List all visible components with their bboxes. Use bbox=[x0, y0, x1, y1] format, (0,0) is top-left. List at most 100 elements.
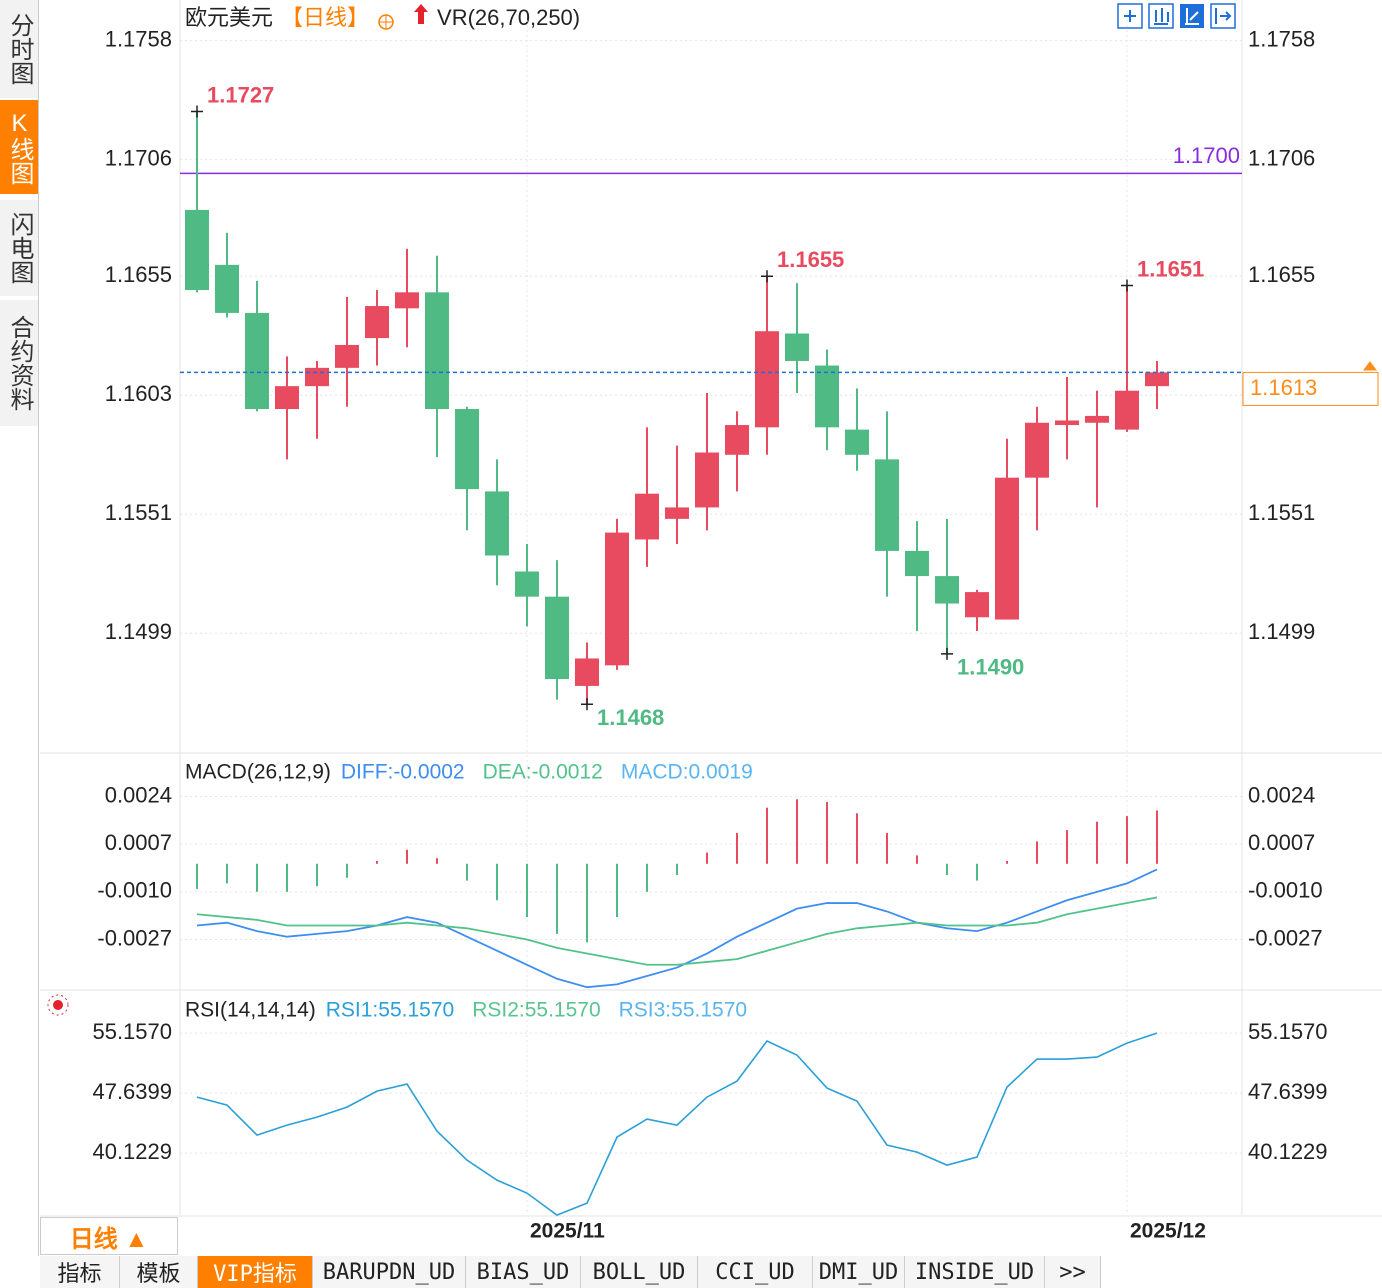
chart-indicator: VR(26,70,250) bbox=[437, 5, 580, 30]
candle-body bbox=[875, 459, 899, 551]
macd-bar bbox=[316, 863, 318, 887]
y-tick-label: -0.0027 bbox=[97, 925, 172, 950]
macd-bar bbox=[796, 799, 798, 864]
indicator-tab[interactable]: BARUPDN_UD bbox=[313, 1256, 466, 1288]
indicator-tab[interactable]: CCI_UD bbox=[698, 1256, 813, 1288]
macd-bar bbox=[706, 852, 708, 864]
candle-body bbox=[575, 658, 599, 686]
sidebar-tab[interactable]: 合约资料 bbox=[0, 300, 38, 428]
macd-bar bbox=[376, 860, 378, 864]
candle-body bbox=[1085, 415, 1109, 423]
macd-bar bbox=[1036, 841, 1038, 864]
y-tick-label-right: 0.0024 bbox=[1248, 782, 1315, 807]
candle-body bbox=[665, 507, 689, 519]
y-tick-label: 1.1655 bbox=[105, 262, 172, 287]
indicator-tab[interactable]: BOLL_UD bbox=[581, 1256, 698, 1288]
indicator-tab[interactable]: DMI_UD bbox=[813, 1256, 905, 1288]
candle-body bbox=[275, 386, 299, 410]
candle-body bbox=[815, 365, 839, 428]
candle-body bbox=[845, 429, 869, 455]
macd-bar bbox=[616, 863, 618, 918]
indicator-tabs: 指标 模板 VIP指标 BARUPDN_UD BIAS_UD BOLL_UD CCI_UD D… bbox=[40, 1256, 1101, 1288]
candle-body bbox=[185, 209, 209, 291]
indicator-tab[interactable]: INSIDE_UD bbox=[905, 1256, 1045, 1288]
toolbar-icons[interactable] bbox=[1117, 3, 1236, 29]
candle-body bbox=[785, 333, 809, 361]
last-price-label: 1.1613 bbox=[1250, 375, 1317, 400]
extreme-label: 1.1651 bbox=[1137, 256, 1204, 281]
rsi-line bbox=[196, 1032, 1158, 1217]
y-tick-label: 0.0024 bbox=[105, 782, 172, 807]
legend-entry: RSI3:55.1570 bbox=[619, 999, 747, 1022]
candle-body bbox=[215, 264, 239, 313]
y-tick-label-right: -0.0027 bbox=[1248, 925, 1323, 950]
macd-bar bbox=[286, 863, 288, 892]
candle-body bbox=[905, 550, 929, 577]
candle-body bbox=[1055, 420, 1079, 426]
indicator-tab[interactable]: 模板 bbox=[120, 1256, 198, 1288]
candle-body bbox=[965, 592, 989, 618]
title-icons bbox=[378, 4, 428, 30]
extreme-marker bbox=[191, 105, 203, 118]
y-tick-label-right: 1.1706 bbox=[1248, 145, 1315, 170]
macd-bar bbox=[1096, 821, 1098, 864]
macd-bar bbox=[496, 863, 498, 901]
candle-body bbox=[635, 493, 659, 540]
candle-body bbox=[545, 596, 569, 680]
macd-bar bbox=[406, 849, 408, 864]
indicator-tab[interactable]: VIP指标 bbox=[198, 1256, 313, 1288]
macd-bar bbox=[436, 858, 438, 864]
y-tick-label: 1.1706 bbox=[105, 145, 172, 170]
indicator-tab[interactable]: >> bbox=[1045, 1256, 1101, 1288]
legend-entry: MACD:0.0019 bbox=[621, 761, 753, 784]
x-tick-label: 2025/11 bbox=[530, 1220, 605, 1243]
extreme-label: 1.1490 bbox=[957, 655, 1024, 680]
sidebar-tab-active[interactable]: K线图 bbox=[0, 100, 38, 196]
macd-bar bbox=[976, 863, 978, 881]
macd-bar bbox=[226, 863, 228, 884]
macd-bar bbox=[256, 863, 258, 892]
sidebar-tab[interactable]: 闪电图 bbox=[0, 200, 38, 298]
legend-entry: DEA:-0.0012 bbox=[483, 761, 603, 784]
candle-body bbox=[995, 477, 1019, 620]
macd-bar bbox=[826, 802, 828, 864]
y-tick-label: 1.1603 bbox=[105, 381, 172, 406]
macd-bar bbox=[886, 832, 888, 864]
macd-bar bbox=[916, 855, 918, 864]
y-tick-label-right: 1.1499 bbox=[1248, 619, 1315, 644]
macd-bar bbox=[1006, 860, 1008, 864]
y-tick-label: -0.0010 bbox=[97, 878, 172, 903]
legend-entry: DIFF:-0.0002 bbox=[341, 761, 465, 784]
y-tick-label: 1.1499 bbox=[105, 619, 172, 644]
rsi-icon[interactable] bbox=[47, 994, 69, 1016]
candle-body bbox=[425, 292, 449, 410]
macd-line bbox=[196, 896, 1158, 966]
candle-body bbox=[755, 331, 779, 428]
candle-body bbox=[335, 344, 359, 368]
period-selector[interactable]: 日线 ▲ bbox=[40, 1217, 178, 1255]
sidebar: 分时图 K线图 闪电图 合约资料 bbox=[0, 0, 39, 1256]
macd-bar bbox=[646, 863, 648, 892]
indicator-tab[interactable]: BIAS_UD bbox=[466, 1256, 581, 1288]
legend-entry: RSI2:55.1570 bbox=[472, 999, 600, 1022]
macd-line bbox=[196, 868, 1158, 989]
y-tick-label: 0.0007 bbox=[105, 830, 172, 855]
extreme-label: 1.1468 bbox=[597, 705, 664, 730]
panel-frame bbox=[40, 0, 1382, 1217]
extreme-marker bbox=[761, 270, 773, 283]
indicator-tab[interactable]: 指标 bbox=[40, 1256, 120, 1288]
macd-bar bbox=[1156, 810, 1158, 864]
legend-entry: RSI1:55.1570 bbox=[326, 999, 454, 1022]
candle-body bbox=[485, 491, 509, 556]
chart-title: 欧元美元 bbox=[185, 5, 273, 30]
candle-body bbox=[725, 425, 749, 455]
extreme-marker bbox=[941, 647, 953, 660]
y-tick-label-right: -0.0010 bbox=[1248, 878, 1323, 903]
y-tick-label: 47.6399 bbox=[92, 1079, 172, 1104]
candle-body bbox=[935, 576, 959, 604]
y-tick-label-right: 40.1229 bbox=[1248, 1139, 1328, 1164]
macd-bar bbox=[766, 807, 768, 864]
sidebar-tab[interactable]: 分时图 bbox=[0, 0, 38, 100]
y-tick-label-right: 1.1655 bbox=[1248, 262, 1315, 287]
